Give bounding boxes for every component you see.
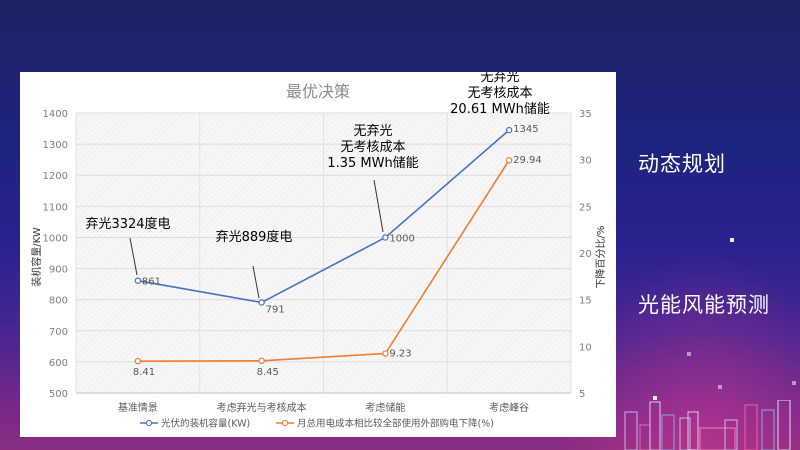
y2-tick-label: 25: [579, 202, 592, 213]
annotation-text: 无考核成本: [467, 86, 532, 101]
series-line: [137, 159, 510, 362]
y-tick-label: 600: [49, 358, 68, 369]
y2-tick-label: 30: [579, 156, 592, 167]
y-tick-label: 1100: [43, 202, 68, 213]
legend-marker: [145, 419, 153, 427]
y2-tick-label: 10: [579, 342, 592, 353]
data-label: 1000: [389, 233, 414, 244]
data-point: [258, 299, 265, 306]
x-tick-label: 考虑弃光与考核成本: [217, 401, 307, 414]
data-label: 8.45: [257, 367, 279, 378]
annotation-text: 弃光889度电: [216, 229, 293, 245]
data-label: 791: [266, 304, 285, 315]
legend-label: 月总用电成本相比较全部使用外部购电下降(%): [297, 418, 494, 430]
decor-dot: [792, 381, 796, 385]
legend-label: 光伏的装机容量(KW): [161, 418, 250, 430]
data-point: [382, 234, 389, 241]
annotation-text: 1.35 MWh储能: [327, 156, 418, 171]
chart-title: 最优决策: [286, 82, 350, 101]
data-point: [505, 157, 513, 164]
y2-tick-label: 15: [579, 296, 592, 307]
data-point: [382, 350, 389, 357]
x-tick-label: 基准情景: [118, 401, 158, 414]
x-tick-label: 考虑储能: [365, 401, 405, 414]
y-tick-label: 1400: [43, 109, 68, 120]
data-label: 8.41: [133, 367, 155, 378]
data-label: 9.23: [389, 349, 411, 360]
data-point: [134, 357, 142, 365]
y-tick-label: 500: [49, 389, 68, 400]
annotation-leader-line: [252, 265, 260, 299]
data-point: [258, 357, 265, 364]
decor-dot: [730, 238, 734, 242]
city-skyline-illustration: [624, 400, 791, 450]
y-tick-label: 1000: [43, 233, 68, 244]
annotation-text: 无弃光: [353, 124, 392, 139]
side-label-dynamic-programming: 动态规划: [638, 152, 726, 176]
legend-marker: [281, 419, 289, 427]
decor-dot: [687, 352, 691, 356]
y-tick-label: 700: [49, 327, 68, 338]
x-tick-label: 考虑峰谷: [489, 402, 529, 414]
annotation-text: 20.61 MWh储能: [450, 102, 550, 117]
annotation-text: 无弃光: [480, 72, 519, 85]
y-tick-label: 900: [49, 265, 68, 276]
y2-tick-label: 20: [579, 249, 592, 260]
data-point: [505, 126, 513, 134]
y2-tick-label: 5: [579, 389, 585, 400]
y-tick-label: 800: [49, 296, 68, 307]
annotation-leader-line: [373, 179, 384, 233]
y2-tick-label: 35: [579, 109, 592, 120]
side-label-solar-wind-forecast: 光能风能预测: [638, 293, 770, 317]
data-label: 861: [142, 277, 161, 288]
y2-axis-title: 下降百分比/%: [594, 226, 607, 289]
chart-panel: 最优决策 500 600 700 800 900 1000 1100 1200 1300 1400…: [20, 70, 616, 437]
data-label: 29.94: [513, 155, 542, 166]
annotation-leader-line: [129, 237, 138, 276]
series-line: [137, 129, 510, 304]
annotation-text: 无考核成本: [340, 140, 405, 155]
decor-dot: [653, 396, 657, 400]
data-point: [134, 277, 142, 284]
decor-dot: [718, 385, 722, 389]
line-chart: 最优决策 500 600 700 800 900 1000 1100 1200 1300 1400…: [30, 70, 607, 430]
data-label: 1345: [513, 124, 538, 135]
annotation-text: 弃光3324度电: [85, 216, 170, 232]
y-tick-label: 1200: [43, 171, 68, 182]
y-axis-title: 装机容量/KW: [30, 227, 43, 287]
y-tick-label: 1300: [43, 140, 68, 151]
